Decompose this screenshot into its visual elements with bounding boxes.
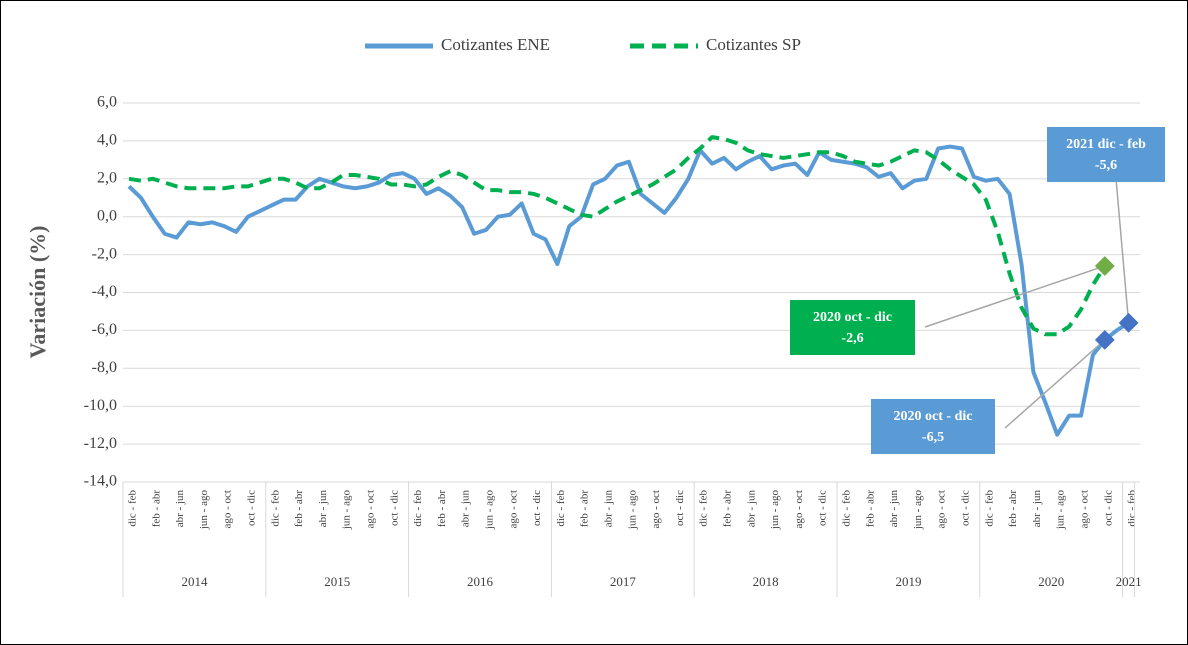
- x-tick-label: feb - abr: [579, 490, 591, 528]
- highlight-marker: [1118, 312, 1139, 333]
- x-tick-label: oct - dic: [1102, 490, 1114, 526]
- x-tick-label: ago - oct: [1079, 490, 1091, 528]
- x-tick-label: feb - abr: [1007, 490, 1019, 528]
- x-tick-label: ago - oct: [650, 490, 662, 528]
- x-tick-label: oct - dic: [246, 490, 258, 526]
- x-group-label: 2018: [753, 574, 779, 589]
- x-tick-label: abr - jun: [1031, 490, 1043, 528]
- x-tick-label: dic - feb: [269, 490, 281, 527]
- legend-label: Cotizantes ENE: [441, 35, 550, 54]
- x-tick-label: dic - feb: [127, 490, 139, 527]
- x-tick-label: ago - oct: [507, 490, 519, 528]
- x-tick-label: oct - dic: [388, 490, 400, 526]
- x-tick-label: ago - oct: [365, 490, 377, 528]
- callout-box: [871, 399, 995, 454]
- x-tick-label: jun - ago: [341, 490, 353, 531]
- x-tick-label: feb - abr: [150, 490, 162, 528]
- y-tick-label: -8,0: [92, 359, 117, 376]
- x-group-label: 2016: [467, 574, 494, 589]
- legend-label: Cotizantes SP: [706, 35, 801, 54]
- highlight-marker: [1094, 329, 1115, 350]
- x-tick-label: abr - jun: [888, 490, 900, 528]
- x-tick-label: dic - feb: [983, 490, 995, 527]
- x-group-label: 2019: [895, 574, 921, 589]
- callout-box: [790, 300, 915, 355]
- series-line: [127, 144, 1130, 437]
- callout-line: [1114, 166, 1130, 323]
- callout-line: [924, 265, 1106, 328]
- x-tick-label: abr - jun: [174, 490, 186, 528]
- x-tick-label: abr - jun: [317, 490, 329, 528]
- x-tick-label: oct - dic: [960, 490, 972, 526]
- y-tick-label: 0,0: [97, 207, 117, 224]
- y-tick-label: 6,0: [97, 94, 117, 111]
- y-tick-label: -10,0: [84, 397, 117, 414]
- x-group-label: 2014: [181, 574, 208, 589]
- y-tick-label: 4,0: [97, 132, 117, 149]
- y-tick-label: -12,0: [84, 435, 117, 452]
- x-tick-label: ago - oct: [936, 490, 948, 528]
- x-tick-label: feb - abr: [293, 490, 305, 528]
- x-tick-label: abr - jun: [460, 490, 472, 528]
- x-tick-label: dic - feb: [841, 490, 853, 527]
- x-tick-label: ago - oct: [793, 490, 805, 528]
- y-tick-label: -2,0: [92, 245, 117, 262]
- x-group-label: 2017: [610, 574, 637, 589]
- callout-title: 2020 oct - dic: [894, 409, 973, 424]
- x-tick-label: oct - dic: [531, 490, 543, 526]
- x-tick-label: jun - ago: [1055, 490, 1067, 531]
- callout-value: -5,6: [1095, 158, 1117, 173]
- x-tick-label: feb - abr: [864, 490, 876, 528]
- x-tick-label: feb - abr: [436, 490, 448, 528]
- x-tick-label: feb - abr: [722, 490, 734, 528]
- callout-value: -6,5: [922, 430, 944, 445]
- x-group-label: 2015: [324, 574, 350, 589]
- x-group-label: 2020: [1038, 574, 1064, 589]
- y-axis-label: Variación (%): [25, 225, 50, 358]
- y-tick-label: -14,0: [84, 473, 117, 490]
- callout-line: [1004, 339, 1106, 429]
- x-tick-label: jun - ago: [198, 490, 210, 531]
- x-tick-label: jun - ago: [484, 490, 496, 531]
- x-tick-label: abr - jun: [603, 490, 615, 528]
- x-tick-label: ago - oct: [222, 490, 234, 528]
- x-tick-label: jun - ago: [912, 490, 924, 531]
- x-tick-label: jun - ago: [769, 490, 781, 531]
- callout-title: 2020 oct - dic: [813, 310, 892, 325]
- x-tick-label: dic - feb: [555, 490, 567, 527]
- x-tick-label: oct - dic: [674, 490, 686, 526]
- series-line: [128, 135, 1107, 337]
- y-tick-label: -6,0: [92, 321, 117, 338]
- callout-title: 2021 dic - feb: [1066, 137, 1146, 152]
- x-tick-label: dic - feb: [412, 490, 424, 527]
- highlight-marker: [1094, 256, 1115, 276]
- x-tick-label: abr - jun: [745, 490, 757, 528]
- callout-box: [1047, 127, 1165, 182]
- y-tick-label: 2,0: [97, 169, 117, 186]
- x-tick-label: dic - feb: [698, 490, 710, 527]
- x-tick-label: oct - dic: [817, 490, 829, 526]
- x-group-label: 2021: [1116, 574, 1142, 589]
- callout-value: -2,6: [841, 331, 863, 346]
- y-tick-label: -4,0: [92, 283, 117, 300]
- x-tick-label: jun - ago: [626, 490, 638, 531]
- x-tick-label: dic - feb: [1126, 490, 1138, 527]
